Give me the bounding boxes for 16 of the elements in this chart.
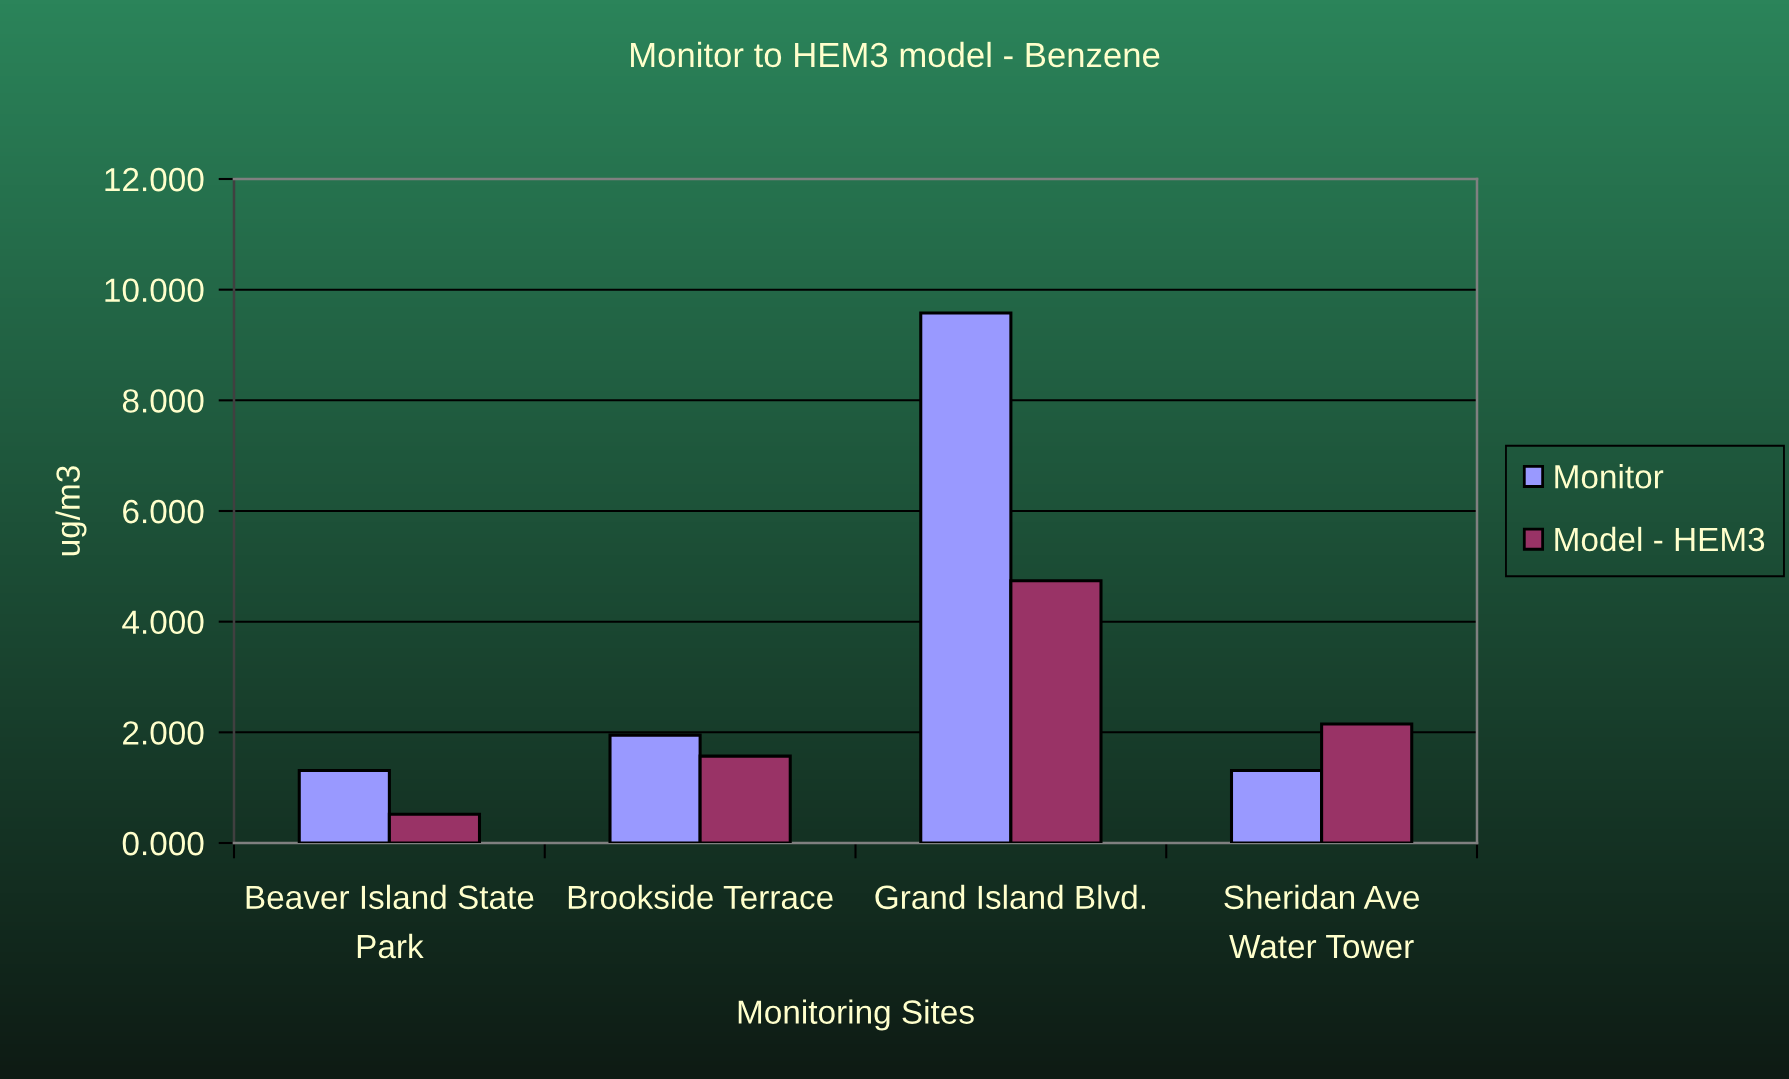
y-axis-title: ug/m3 (55, 466, 87, 556)
x-tick-label: Sheridan Ave Water Tower (1224, 884, 1420, 959)
y-tick-label: 0.000 (122, 831, 204, 856)
x-tick-label: Brookside Terrace (568, 884, 833, 910)
y-tick-label: 8.000 (122, 389, 204, 413)
x-tick-label: Grand Island Blvd. (875, 884, 1145, 910)
legend-label: Model - HEM3 (1555, 526, 1765, 552)
y-tick-label: 2.000 (123, 721, 204, 745)
chart-title: Monitor to HEM3 model - Benzene (631, 41, 1160, 68)
y-tick-label: 12.000 (105, 167, 204, 192)
y-tick-label: 4.000 (122, 610, 204, 635)
y-tick-label: 6.000 (123, 499, 204, 524)
legend-label: Monitor (1555, 464, 1664, 489)
x-tick-label: Beaver Island State Park (246, 884, 534, 959)
y-tick-label: 10.000 (105, 278, 204, 303)
x-axis-title: Monitoring Sites (738, 999, 974, 1031)
